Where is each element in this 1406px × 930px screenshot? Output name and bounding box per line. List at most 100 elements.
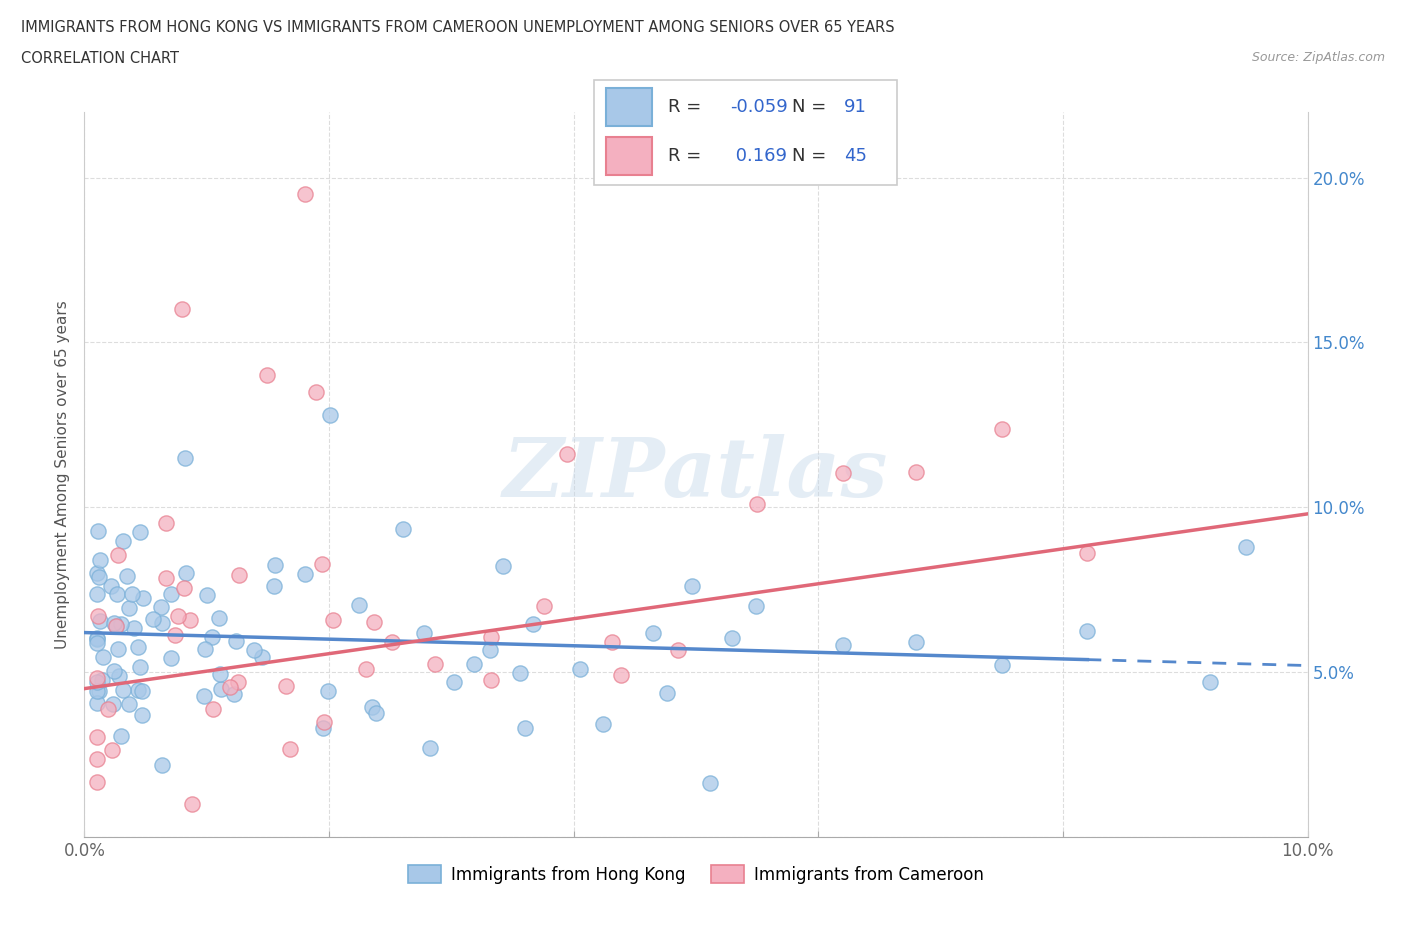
Point [381, 634, 404, 649]
Point [641, 626, 664, 641]
Point [349, 598, 371, 613]
Point [600, 634, 623, 649]
Point [202, 702, 225, 717]
Point [155, 570, 177, 585]
Point [89, 613, 111, 628]
Point [100, 578, 122, 593]
Point [263, 578, 285, 593]
Point [155, 515, 177, 530]
Point [569, 661, 592, 676]
Point [361, 699, 384, 714]
Text: R =: R = [668, 147, 707, 165]
Text: N =: N = [792, 98, 831, 116]
Point [699, 776, 721, 790]
Point [87, 684, 110, 698]
FancyBboxPatch shape [593, 80, 897, 185]
Point [112, 682, 135, 697]
Point [121, 587, 143, 602]
Point [905, 465, 928, 480]
Point [107, 668, 129, 683]
Point [991, 658, 1014, 672]
Point [211, 682, 233, 697]
Point [91, 649, 114, 664]
Point [831, 466, 853, 481]
Point [666, 643, 689, 658]
Point [311, 557, 333, 572]
Point [242, 643, 264, 658]
Point [681, 578, 703, 593]
Point [1236, 539, 1258, 554]
Point [86, 696, 108, 711]
Point [104, 618, 127, 633]
Point [86, 632, 108, 647]
Point [363, 615, 385, 630]
Point [305, 384, 328, 399]
Point [172, 302, 194, 317]
Point [86, 675, 108, 690]
Point [105, 586, 128, 601]
Point [131, 684, 153, 698]
Point [201, 630, 224, 644]
Point [592, 717, 614, 732]
Point [86, 635, 108, 650]
Point [103, 615, 125, 630]
Point [129, 659, 152, 674]
Point [110, 728, 132, 743]
Point [127, 639, 149, 654]
Point [425, 657, 447, 671]
Point [110, 617, 132, 631]
Point [160, 650, 183, 665]
Point [1076, 545, 1098, 560]
Point [107, 548, 129, 563]
Point [86, 729, 108, 744]
Point [127, 683, 149, 698]
Point [264, 557, 287, 572]
Point [193, 688, 215, 703]
Text: CORRELATION CHART: CORRELATION CHART [21, 51, 179, 66]
Point [250, 649, 273, 664]
Point [533, 598, 555, 613]
Point [179, 612, 201, 627]
Point [657, 685, 679, 700]
Point [463, 657, 485, 671]
Point [225, 633, 247, 648]
Point [319, 407, 342, 422]
Text: N =: N = [792, 147, 831, 165]
Point [118, 697, 141, 711]
Point [745, 598, 768, 613]
Point [86, 631, 108, 645]
Text: -0.059: -0.059 [730, 98, 787, 116]
Point [160, 587, 183, 602]
Point [149, 600, 172, 615]
Point [104, 618, 127, 633]
Text: Source: ZipAtlas.com: Source: ZipAtlas.com [1251, 51, 1385, 64]
Point [89, 553, 111, 568]
Point [274, 679, 297, 694]
Legend: Immigrants from Hong Kong, Immigrants from Cameroon: Immigrants from Hong Kong, Immigrants fr… [401, 858, 991, 890]
Point [86, 565, 108, 580]
Point [91, 672, 114, 687]
Point [492, 559, 515, 574]
Point [124, 620, 146, 635]
Point [103, 664, 125, 679]
Point [86, 587, 108, 602]
Point [87, 523, 110, 538]
Point [610, 668, 633, 683]
Point [101, 697, 124, 711]
Point [128, 525, 150, 539]
Point [150, 616, 173, 631]
Point [991, 422, 1014, 437]
Point [228, 567, 250, 582]
Point [316, 684, 339, 698]
Point [194, 642, 217, 657]
Point [174, 450, 197, 465]
Point [132, 591, 155, 605]
Point [392, 522, 415, 537]
Point [479, 672, 502, 687]
Point [101, 742, 124, 757]
Point [478, 643, 501, 658]
Point [905, 635, 928, 650]
Point [142, 612, 165, 627]
Point [107, 641, 129, 656]
Point [173, 581, 195, 596]
